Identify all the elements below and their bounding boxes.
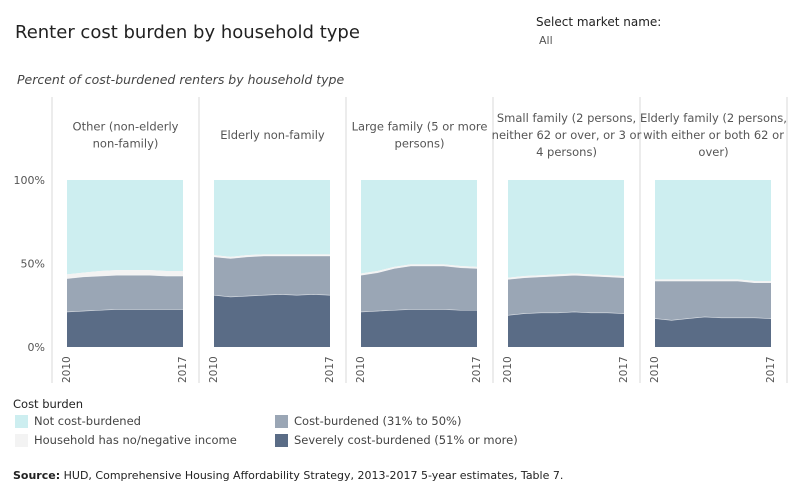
area-cost-burdened <box>67 275 183 312</box>
legend-swatch <box>15 433 28 447</box>
x-tick-label: 2010 <box>502 356 514 383</box>
series-boundary <box>507 311 625 316</box>
chart-title: Renter cost burden by household type <box>15 22 360 43</box>
y-tick-label: 0% <box>28 341 45 354</box>
area-cost-burdened <box>214 255 330 297</box>
area-not-burdened <box>361 180 477 274</box>
x-tick-label: 2017 <box>324 356 336 383</box>
area-no-income <box>214 254 330 259</box>
legend-label: Not cost-burdened <box>34 414 141 428</box>
y-tick-label: 50% <box>21 258 45 271</box>
area-not-burdened <box>214 180 330 257</box>
x-tick-label: 2017 <box>618 356 630 383</box>
legend-item-severe[interactable]: Severely cost-burdened (51% or more) <box>275 433 518 447</box>
panel-header-label: with either or both 62 or <box>643 128 784 142</box>
legend-item-no-income[interactable]: Household has no/negative income <box>15 433 237 447</box>
series-boundary <box>360 309 477 313</box>
area-not-burdened <box>508 180 624 278</box>
x-tick-label: 2010 <box>355 356 367 383</box>
panel-header-label: non-family) <box>93 137 159 151</box>
market-filter-value[interactable]: All <box>539 34 553 47</box>
x-tick-label: 2010 <box>61 356 73 383</box>
panel-header-label: over) <box>698 145 728 159</box>
series-boundary <box>507 274 625 280</box>
source-note: Source: HUD, Comprehensive Housing Affor… <box>13 469 563 482</box>
series-boundary <box>66 274 183 279</box>
x-tick-label: 2017 <box>471 356 483 383</box>
series-boundary <box>66 309 183 313</box>
legend-item-cost-burdened[interactable]: Cost-burdened (31% to 50%) <box>275 414 461 428</box>
area-no-income <box>361 264 477 276</box>
area-cost-burdened <box>361 266 477 312</box>
x-tick-label: 2017 <box>177 356 189 383</box>
legend-item-not-burdened[interactable]: Not cost-burdened <box>15 414 141 428</box>
area-no-income <box>508 273 624 280</box>
panel-header-label: Large family (5 or more <box>352 120 488 134</box>
series-boundary <box>213 294 331 298</box>
panel-header-label: Other (non-elderly <box>73 120 179 134</box>
panel-header-label: neither 62 or over, or 3 or <box>492 128 642 142</box>
x-tick-label: 2017 <box>765 356 777 383</box>
series-boundary <box>655 280 771 284</box>
chart-area: 0% 50% 100% Other (non-elderly non-family) 20… <box>14 97 788 383</box>
legend-swatch <box>275 414 288 428</box>
legend-label: Severely cost-burdened (51% or more) <box>294 433 518 447</box>
area-not-burdened <box>67 180 183 275</box>
series-boundary <box>654 316 772 321</box>
chart-subtitle: Percent of cost-burdened renters by hous… <box>17 72 345 87</box>
legend-swatch <box>275 433 288 447</box>
area-severely-burdened <box>361 309 477 347</box>
x-tick-label: 2010 <box>649 356 661 383</box>
series-boundary <box>213 255 330 259</box>
area-severely-burdened <box>67 309 183 347</box>
legend-title: Cost burden <box>13 397 83 411</box>
area-no-income <box>67 270 183 279</box>
market-filter-label: Select market name: <box>536 15 662 29</box>
source-prefix: Source: <box>13 469 61 482</box>
panel-header-label: persons) <box>395 137 445 151</box>
panel-header-label: 4 persons) <box>536 145 597 159</box>
panel-header-label: Elderly non-family <box>220 128 325 142</box>
legend-label: Cost-burdened (31% to 50%) <box>294 414 462 428</box>
area-severely-burdened <box>655 316 771 347</box>
y-tick-label: 100% <box>14 174 45 187</box>
panel-header-label: Elderly family (2 persons, <box>640 111 787 125</box>
area-cost-burdened <box>508 275 624 316</box>
series-boundary <box>360 265 478 276</box>
legend-label: Household has no/negative income <box>34 433 237 447</box>
area-not-burdened <box>655 180 771 282</box>
panel-header-label: Small family (2 persons, <box>497 111 636 125</box>
legend-swatch <box>15 414 28 428</box>
source-text: HUD, Comprehensive Housing Affordability… <box>60 469 564 482</box>
x-tick-label: 2010 <box>208 356 220 383</box>
area-severely-burdened <box>508 311 624 347</box>
area-severely-burdened <box>214 294 330 347</box>
area-cost-burdened <box>655 281 771 321</box>
